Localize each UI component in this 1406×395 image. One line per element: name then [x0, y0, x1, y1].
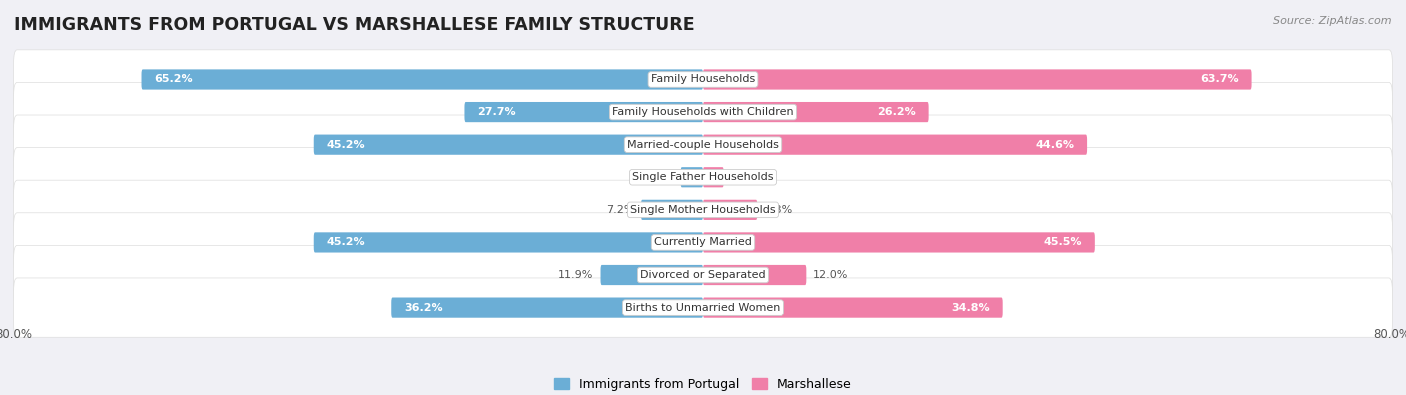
- Text: 45.2%: 45.2%: [326, 237, 366, 247]
- FancyBboxPatch shape: [703, 265, 807, 285]
- FancyBboxPatch shape: [14, 245, 1392, 305]
- Text: 11.9%: 11.9%: [558, 270, 593, 280]
- Text: 63.7%: 63.7%: [1201, 75, 1239, 85]
- FancyBboxPatch shape: [703, 167, 724, 187]
- Text: 6.3%: 6.3%: [763, 205, 793, 215]
- FancyBboxPatch shape: [14, 50, 1392, 109]
- FancyBboxPatch shape: [14, 148, 1392, 207]
- Text: Family Households with Children: Family Households with Children: [612, 107, 794, 117]
- Text: 36.2%: 36.2%: [404, 303, 443, 312]
- Legend: Immigrants from Portugal, Marshallese: Immigrants from Portugal, Marshallese: [554, 378, 852, 391]
- FancyBboxPatch shape: [314, 135, 703, 155]
- FancyBboxPatch shape: [14, 115, 1392, 174]
- Text: 34.8%: 34.8%: [950, 303, 990, 312]
- Text: 7.2%: 7.2%: [606, 205, 634, 215]
- Text: Divorced or Separated: Divorced or Separated: [640, 270, 766, 280]
- FancyBboxPatch shape: [703, 297, 1002, 318]
- FancyBboxPatch shape: [391, 297, 703, 318]
- FancyBboxPatch shape: [14, 213, 1392, 272]
- FancyBboxPatch shape: [703, 102, 928, 122]
- Text: Single Mother Households: Single Mother Households: [630, 205, 776, 215]
- FancyBboxPatch shape: [142, 70, 703, 90]
- Text: Married-couple Households: Married-couple Households: [627, 140, 779, 150]
- Text: 44.6%: 44.6%: [1035, 140, 1074, 150]
- Text: 45.5%: 45.5%: [1043, 237, 1083, 247]
- FancyBboxPatch shape: [14, 180, 1392, 239]
- FancyBboxPatch shape: [703, 232, 1095, 252]
- FancyBboxPatch shape: [464, 102, 703, 122]
- Text: 2.6%: 2.6%: [645, 172, 673, 182]
- Text: 45.2%: 45.2%: [326, 140, 366, 150]
- FancyBboxPatch shape: [703, 70, 1251, 90]
- FancyBboxPatch shape: [600, 265, 703, 285]
- Text: IMMIGRANTS FROM PORTUGAL VS MARSHALLESE FAMILY STRUCTURE: IMMIGRANTS FROM PORTUGAL VS MARSHALLESE …: [14, 16, 695, 34]
- Text: Currently Married: Currently Married: [654, 237, 752, 247]
- Text: 2.4%: 2.4%: [731, 172, 759, 182]
- Text: 27.7%: 27.7%: [478, 107, 516, 117]
- FancyBboxPatch shape: [14, 83, 1392, 142]
- FancyBboxPatch shape: [641, 200, 703, 220]
- Text: 65.2%: 65.2%: [155, 75, 193, 85]
- FancyBboxPatch shape: [314, 232, 703, 252]
- Text: Single Father Households: Single Father Households: [633, 172, 773, 182]
- Text: Family Households: Family Households: [651, 75, 755, 85]
- Text: 12.0%: 12.0%: [813, 270, 849, 280]
- FancyBboxPatch shape: [703, 135, 1087, 155]
- Text: Source: ZipAtlas.com: Source: ZipAtlas.com: [1274, 16, 1392, 26]
- FancyBboxPatch shape: [703, 200, 758, 220]
- Text: 26.2%: 26.2%: [877, 107, 915, 117]
- FancyBboxPatch shape: [14, 278, 1392, 337]
- Text: Births to Unmarried Women: Births to Unmarried Women: [626, 303, 780, 312]
- FancyBboxPatch shape: [681, 167, 703, 187]
